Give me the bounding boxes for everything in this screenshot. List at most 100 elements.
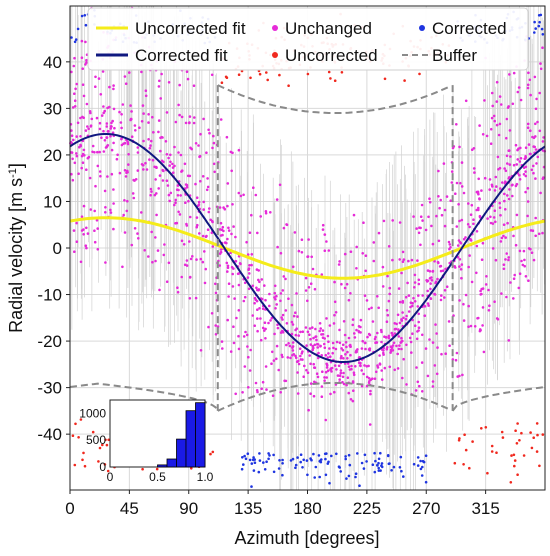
scatter-point-unchanged <box>211 245 215 248</box>
scatter-point-unchanged <box>467 325 470 329</box>
scatter-point-unchanged <box>307 408 310 412</box>
scatter-point-unchanged <box>203 281 207 285</box>
scatter-point-unchanged <box>80 56 84 59</box>
scatter-point-unchanged <box>519 146 522 150</box>
legend-label-corrected-fit: Corrected fit <box>135 46 228 65</box>
scatter-point-unchanged <box>162 253 166 257</box>
scatter-point-unchanged <box>195 216 199 219</box>
scatter-point-unchanged <box>508 188 511 191</box>
scatter-point-unchanged <box>296 315 299 318</box>
scatter-point-unchanged <box>469 239 473 242</box>
scatter-point-unchanged <box>532 258 536 262</box>
scatter-point-unchanged <box>462 302 465 306</box>
scatter-point-corrected <box>83 14 87 17</box>
scatter-point-unchanged <box>490 116 494 120</box>
inset-y-tick-0: 0 <box>99 460 106 474</box>
scatter-point-unchanged <box>371 377 374 381</box>
scatter-point-unchanged <box>534 122 537 126</box>
scatter-point-unchanged <box>331 351 335 355</box>
scatter-point-unchanged <box>155 213 158 217</box>
scatter-point-uncorrected <box>77 436 80 439</box>
scatter-point-unchanged <box>328 324 332 327</box>
scatter-point-unchanged <box>488 188 492 191</box>
scatter-point-unchanged <box>538 91 541 95</box>
scatter-point-corrected <box>533 20 536 24</box>
scatter-point-unchanged <box>467 265 471 269</box>
scatter-point-unchanged <box>239 194 243 198</box>
scatter-point-unchanged <box>157 119 161 122</box>
inset-x-tick-0: 0 <box>107 470 114 484</box>
scatter-point-uncorrected <box>74 422 77 426</box>
scatter-point-unchanged <box>134 129 137 132</box>
scatter-point-unchanged <box>409 305 412 309</box>
scatter-point-unchanged <box>384 336 388 339</box>
scatter-point-unchanged <box>248 231 252 234</box>
scatter-point-unchanged <box>209 218 212 222</box>
scatter-point-unchanged <box>392 341 396 345</box>
scatter-point-corrected <box>76 27 80 31</box>
scatter-point-unchanged <box>140 120 144 123</box>
scatter-point-unchanged <box>514 143 518 147</box>
scatter-point-unchanged <box>534 216 537 220</box>
scatter-point-unchanged <box>75 152 78 155</box>
scatter-point-unchanged <box>110 121 113 125</box>
scatter-point-unchanged <box>316 356 320 360</box>
scatter-point-unchanged <box>529 93 532 97</box>
scatter-point-unchanged <box>82 116 85 120</box>
scatter-point-uncorrected <box>327 70 331 74</box>
scatter-point-unchanged <box>192 121 196 125</box>
scatter-point-unchanged <box>470 280 474 284</box>
scatter-point-unchanged <box>248 369 252 372</box>
scatter-point-unchanged <box>239 262 242 266</box>
scatter-point-unchanged <box>503 199 506 203</box>
scatter-point-unchanged <box>356 348 359 351</box>
scatter-point-corrected <box>323 452 327 456</box>
scatter-point-unchanged <box>272 359 276 362</box>
scatter-point-unchanged <box>183 162 187 166</box>
scatter-point-corrected <box>252 469 256 472</box>
scatter-point-unchanged <box>165 153 169 156</box>
scatter-point-unchanged <box>381 285 385 288</box>
scatter-point-unchanged <box>512 163 516 167</box>
scatter-point-corrected <box>358 484 361 488</box>
scatter-point-unchanged <box>397 328 400 331</box>
scatter-point-unchanged <box>524 165 528 169</box>
scatter-point-unchanged <box>245 333 249 337</box>
scatter-point-corrected <box>335 452 338 456</box>
scatter-point-unchanged <box>333 390 336 394</box>
scatter-point-corrected <box>301 466 304 469</box>
scatter-point-unchanged <box>428 338 431 341</box>
scatter-point-unchanged <box>152 131 155 134</box>
scatter-point-unchanged <box>485 134 489 138</box>
scatter-point-unchanged <box>388 286 392 290</box>
scatter-point-unchanged <box>535 162 538 165</box>
scatter-point-unchanged <box>290 332 294 336</box>
scatter-point-unchanged <box>321 223 325 227</box>
scatter-point-unchanged <box>178 213 182 216</box>
scatter-point-unchanged <box>79 135 82 138</box>
scatter-point-uncorrected <box>101 443 104 447</box>
scatter-point-unchanged <box>375 370 378 374</box>
scatter-point-unchanged <box>168 199 171 203</box>
scatter-point-unchanged <box>178 83 181 87</box>
inset-histogram: 0 0.5 1.0 0 500 1000 <box>79 399 214 484</box>
scatter-point-unchanged <box>524 190 527 194</box>
scatter-point-unchanged <box>275 357 278 361</box>
legend-label-unchanged: Unchanged <box>285 19 372 38</box>
scatter-point-unchanged <box>103 189 107 193</box>
scatter-point-unchanged <box>264 210 268 213</box>
scatter-point-unchanged <box>205 151 208 154</box>
scatter-point-unchanged <box>483 176 487 180</box>
scatter-point-unchanged <box>70 134 74 137</box>
scatter-point-unchanged <box>171 162 174 166</box>
scatter-point-unchanged <box>326 334 330 338</box>
scatter-point-unchanged <box>237 148 241 152</box>
legend-label-corrected: Corrected <box>432 19 507 38</box>
scatter-point-unchanged <box>301 350 304 353</box>
scatter-point-unchanged <box>364 254 368 257</box>
scatter-point-unchanged <box>276 326 280 330</box>
scatter-point-corrected <box>299 460 303 464</box>
scatter-point-unchanged <box>294 311 297 315</box>
scatter-point-unchanged <box>73 99 77 102</box>
scatter-point-unchanged <box>158 288 161 292</box>
